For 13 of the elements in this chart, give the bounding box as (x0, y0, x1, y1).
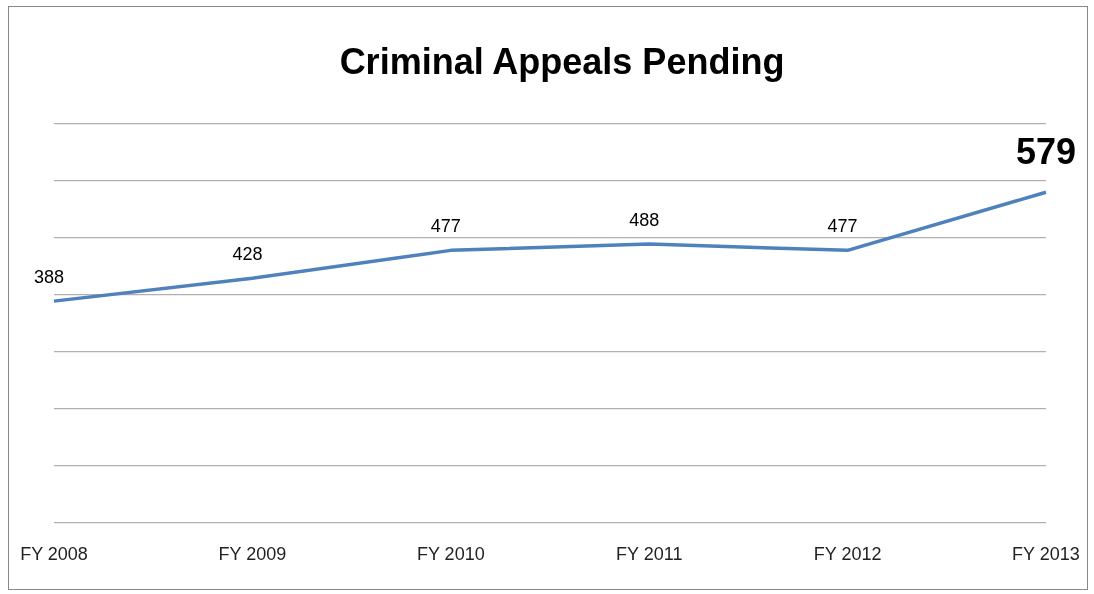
x-tick-label: FY 2010 (416, 544, 485, 565)
data-label: 477 (430, 216, 461, 237)
chart-title: Criminal Appeals Pending (339, 40, 785, 82)
x-tick-label: FY 2012 (813, 544, 882, 565)
x-tick-label: FY 2013 (1012, 544, 1080, 565)
x-tick-label: FY 2011 (616, 544, 683, 565)
x-tick-label: FY 2008 (20, 544, 88, 565)
data-label: 388 (34, 267, 65, 288)
data-label: 428 (232, 244, 263, 265)
data-label: 488 (629, 210, 660, 231)
data-label: 477 (827, 216, 858, 237)
x-tick-label: FY 2009 (218, 544, 287, 565)
data-label: 579 (1015, 131, 1077, 173)
